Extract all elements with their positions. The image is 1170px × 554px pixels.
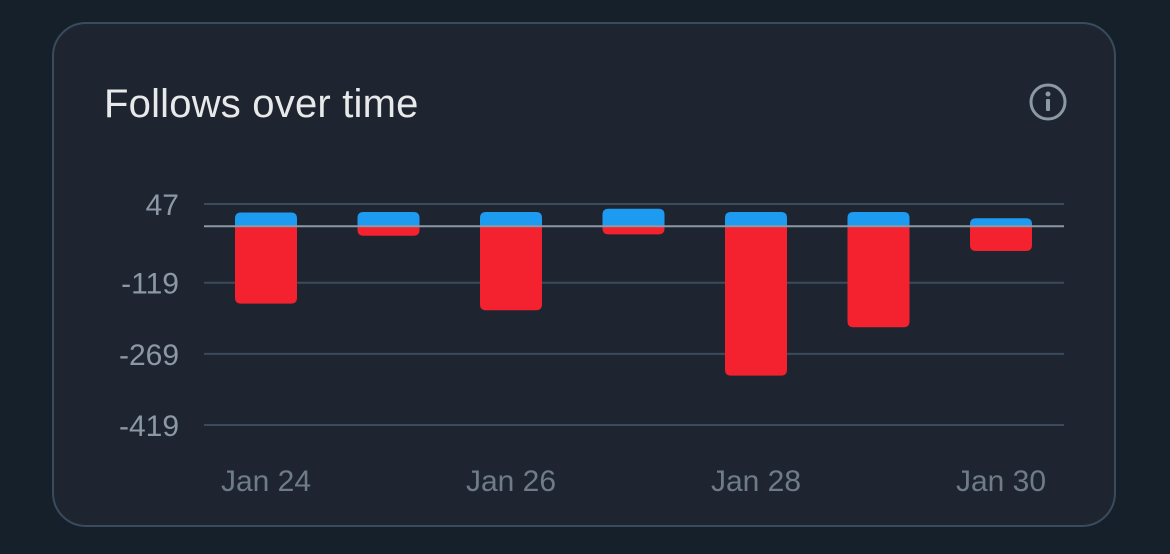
follows-over-time-card: Follows over time 47 -119 -269 -419 Jan 24 Ja… xyxy=(52,22,1116,527)
follows-bar[interactable] xyxy=(847,212,910,227)
follows-chart: 47 -119 -269 -419 Jan 24 Jan 26 Jan 28 Jan 30 xyxy=(119,189,1064,498)
unfollows-bar[interactable] xyxy=(235,226,297,304)
info-circle-icon[interactable] xyxy=(1028,82,1068,122)
follows-bar[interactable] xyxy=(480,212,542,227)
x-tick-label: Jan 28 xyxy=(711,465,801,498)
y-tick-label: -119 xyxy=(121,268,179,301)
x-tick-label: Jan 24 xyxy=(221,465,311,498)
y-tick-label: 47 xyxy=(146,189,179,222)
unfollows-bar[interactable] xyxy=(357,226,420,236)
follows-bar[interactable] xyxy=(970,218,1032,227)
unfollows-bar[interactable] xyxy=(725,226,787,376)
follows-bar[interactable] xyxy=(357,212,420,227)
unfollows-bar[interactable] xyxy=(847,226,910,328)
y-tick-label: -419 xyxy=(119,410,179,443)
unfollows-bar[interactable] xyxy=(602,226,665,235)
unfollows-bar[interactable] xyxy=(480,226,542,311)
follows-bar[interactable] xyxy=(602,208,665,227)
follows-bar[interactable] xyxy=(725,212,787,227)
x-tick-label: Jan 26 xyxy=(466,465,556,498)
unfollows-bar[interactable] xyxy=(970,226,1032,251)
follows-bar[interactable] xyxy=(235,212,297,227)
chart-title: Follows over time xyxy=(104,82,419,126)
x-tick-label: Jan 30 xyxy=(956,465,1046,498)
y-tick-label: -269 xyxy=(119,339,179,372)
